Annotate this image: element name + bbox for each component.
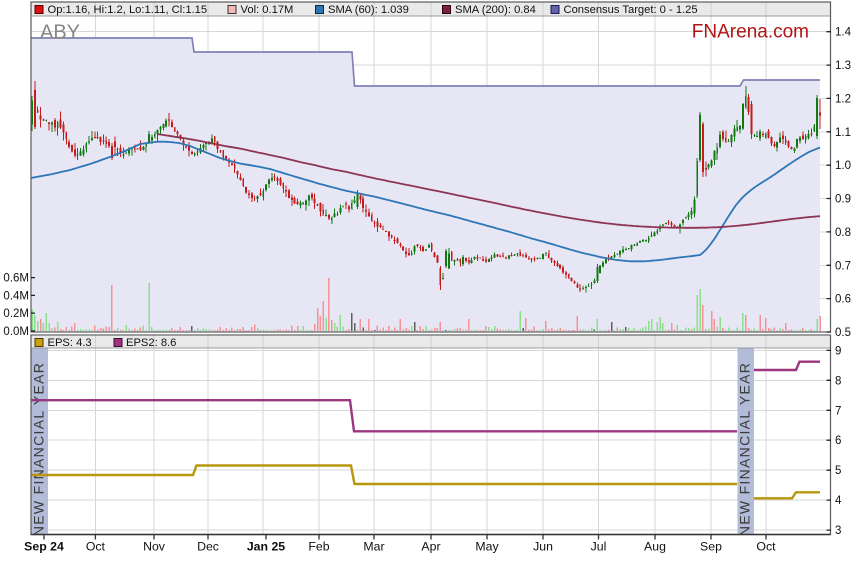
- svg-text:ABY: ABY: [40, 22, 80, 44]
- svg-text:Mar: Mar: [363, 540, 384, 554]
- svg-text:0.5: 0.5: [835, 327, 851, 339]
- svg-text:1.3: 1.3: [835, 60, 851, 72]
- svg-text:0.0M: 0.0M: [3, 326, 29, 338]
- svg-text:May: May: [475, 540, 499, 554]
- svg-text:3: 3: [835, 525, 841, 537]
- svg-text:0.8: 0.8: [835, 227, 851, 239]
- svg-text:Dec: Dec: [197, 540, 219, 554]
- svg-text:9: 9: [835, 345, 841, 357]
- svg-text:0.6: 0.6: [835, 294, 851, 306]
- svg-text:0.9: 0.9: [835, 194, 851, 206]
- svg-text:1.2: 1.2: [835, 93, 851, 105]
- svg-text:0.4M: 0.4M: [3, 290, 29, 302]
- svg-text:EPS: 4.3: EPS: 4.3: [48, 337, 92, 349]
- svg-text:5: 5: [835, 465, 841, 477]
- svg-text:1.1: 1.1: [835, 127, 851, 139]
- svg-text:0.6M: 0.6M: [3, 273, 29, 285]
- svg-text:4: 4: [835, 495, 842, 507]
- svg-text:Sep: Sep: [700, 540, 722, 554]
- svg-text:Jun: Jun: [533, 540, 553, 554]
- svg-text:Aug: Aug: [644, 540, 666, 554]
- svg-text:SMA (200): 0.84: SMA (200): 0.84: [455, 4, 536, 16]
- svg-text:Jan 25: Jan 25: [247, 540, 285, 554]
- svg-text:Nov: Nov: [143, 540, 166, 554]
- svg-text:Jul: Jul: [591, 540, 607, 554]
- svg-text:FNArena.com: FNArena.com: [692, 22, 809, 43]
- svg-text:Sep 24: Sep 24: [24, 540, 64, 554]
- svg-text:EPS2: 8.6: EPS2: 8.6: [126, 337, 176, 349]
- svg-text:Feb: Feb: [308, 540, 329, 554]
- svg-text:Consensus Target: 0 - 1.25: Consensus Target: 0 - 1.25: [564, 4, 698, 16]
- svg-text:1.4: 1.4: [835, 27, 852, 39]
- svg-text:Apr: Apr: [421, 540, 440, 554]
- svg-text:6: 6: [835, 435, 841, 447]
- svg-text:7: 7: [835, 405, 841, 417]
- svg-text:Vol: 0.17M: Vol: 0.17M: [241, 4, 294, 16]
- svg-text:0.7: 0.7: [835, 260, 851, 272]
- svg-text:0.2M: 0.2M: [3, 308, 29, 320]
- svg-text:Oct: Oct: [86, 540, 106, 554]
- svg-text:NEW FINANCIAL YEAR: NEW FINANCIAL YEAR: [31, 362, 47, 536]
- svg-text:8: 8: [835, 375, 841, 387]
- svg-text:NEW FINANCIAL YEAR: NEW FINANCIAL YEAR: [737, 362, 753, 536]
- svg-text:SMA (60): 1.039: SMA (60): 1.039: [328, 4, 409, 16]
- svg-text:Op:1.16, Hi:1.2, Lo:1.11, Cl:1: Op:1.16, Hi:1.2, Lo:1.11, Cl:1.15: [48, 4, 208, 16]
- svg-text:Oct: Oct: [756, 540, 776, 554]
- svg-text:1.0: 1.0: [835, 160, 851, 172]
